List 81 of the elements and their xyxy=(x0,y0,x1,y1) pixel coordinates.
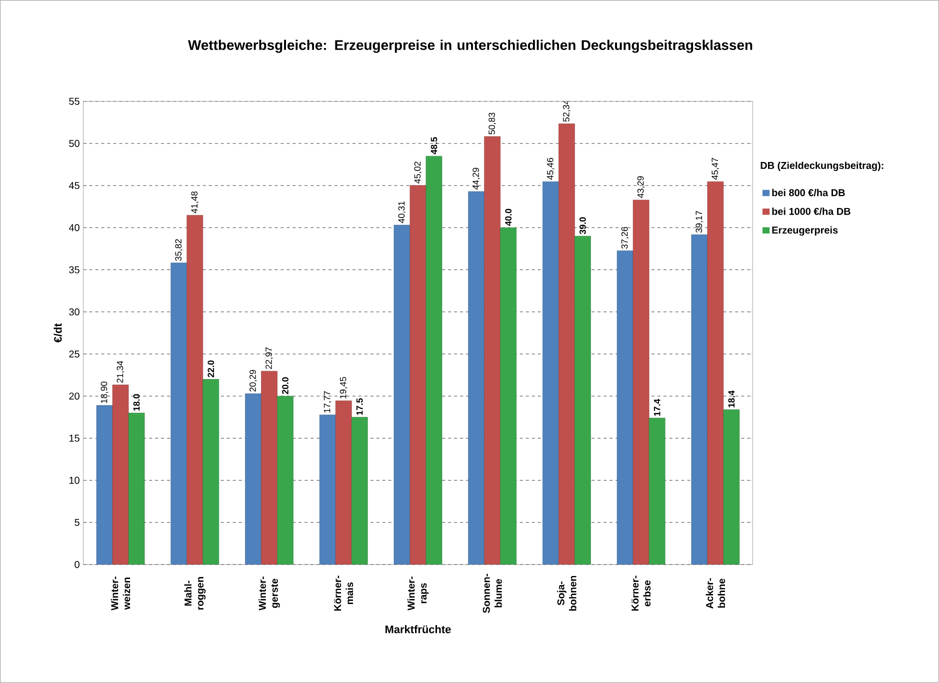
y-tick-label: 5 xyxy=(74,518,80,526)
x-tick-label: Acker- bohne xyxy=(706,578,726,609)
data-label: 18.0 xyxy=(133,394,140,411)
y-tick-label: 55 xyxy=(69,98,80,105)
bar xyxy=(468,191,484,565)
x-tick-label: Mahl- roggen xyxy=(184,577,206,610)
data-label: 35,82 xyxy=(175,239,183,261)
legend-label: Erzeugerpreis xyxy=(772,226,838,236)
legend-title: DB (Zieldeckungsbeitrag): xyxy=(760,162,884,172)
data-label: 48.5 xyxy=(430,137,438,154)
y-tick-label: 35 xyxy=(69,266,80,274)
data-label: 22,97 xyxy=(266,347,273,369)
bar xyxy=(574,236,591,565)
bar xyxy=(426,156,442,565)
y-tick-label: 20 xyxy=(69,392,80,400)
bar xyxy=(484,136,500,565)
data-label: 41,48 xyxy=(191,192,199,214)
y-tick-label: 40 xyxy=(68,224,80,232)
bar xyxy=(335,400,352,565)
bar xyxy=(261,370,278,565)
data-label: 40,31 xyxy=(398,201,406,224)
y-tick-label: 15 xyxy=(69,434,80,442)
bar xyxy=(632,200,650,565)
bar xyxy=(245,394,262,565)
y-axis-title: €/dt xyxy=(54,323,62,343)
bar xyxy=(319,414,336,565)
y-tick-label: 0 xyxy=(74,561,80,568)
legend-label: bei 800 €/ha DB xyxy=(772,188,845,196)
bar xyxy=(277,396,294,565)
data-label: 39.0 xyxy=(580,217,586,234)
data-label: 37,26 xyxy=(621,227,629,249)
legend-label: bei 1000 €/ha DB xyxy=(772,208,850,216)
data-label: 22.0 xyxy=(208,360,214,378)
bar xyxy=(410,185,426,565)
data-label: 39,17 xyxy=(696,211,704,233)
x-tick-label: Winter- raps xyxy=(407,576,429,610)
data-label: 17,77 xyxy=(324,391,332,413)
bar xyxy=(616,250,634,565)
data-label: 45,02 xyxy=(414,162,422,184)
bar xyxy=(128,412,145,565)
x-tick-label: Körner- erbse xyxy=(632,576,651,611)
data-label: 40.0 xyxy=(505,208,512,226)
bar xyxy=(351,417,368,565)
bar xyxy=(691,234,708,565)
bar xyxy=(542,182,559,565)
data-label: 17.4 xyxy=(654,398,660,416)
chart-title: Wettbewerbsgleiche: Erzeugerpreise in unterschiedlichen Deckungsbeitragsklassen xyxy=(188,40,752,53)
bar xyxy=(112,384,129,565)
x-tick-label: Soja- bohnen xyxy=(557,576,576,611)
data-label: 50,83 xyxy=(488,112,496,134)
bar xyxy=(202,379,220,565)
y-tick-label: 25 xyxy=(69,350,80,358)
data-label: 45,46 xyxy=(546,158,554,180)
data-label: 45,47 xyxy=(712,158,720,180)
bar xyxy=(707,182,724,565)
y-tick-label: 50 xyxy=(69,140,80,148)
data-label: 43,29 xyxy=(637,176,645,198)
bar xyxy=(394,224,410,565)
data-label: 20.0 xyxy=(282,377,288,394)
x-tick-label: Winter- weizen xyxy=(110,576,130,610)
bar xyxy=(170,262,188,565)
bar xyxy=(96,405,113,565)
y-tick-label: 45 xyxy=(68,182,80,190)
x-tick-label: Körner- mais xyxy=(334,576,354,611)
bar xyxy=(648,418,666,565)
data-label: 17.5 xyxy=(356,398,363,415)
data-label: 18.4 xyxy=(728,390,735,408)
data-label: 44,29 xyxy=(472,168,480,190)
bar xyxy=(723,409,740,565)
data-label: 21,34 xyxy=(116,360,124,383)
x-tick-label: Winter- gerste xyxy=(258,576,280,610)
y-tick-label: 10 xyxy=(69,476,80,484)
x-tick-label: Sonnen- blume xyxy=(482,574,502,614)
data-label: 18,90 xyxy=(100,382,108,404)
y-tick-label: 30 xyxy=(69,308,80,316)
data-label: 19,45 xyxy=(340,377,348,398)
bar xyxy=(186,215,204,565)
bar xyxy=(558,124,575,565)
bar xyxy=(500,228,517,565)
x-axis-title: Marktfrüchte xyxy=(386,625,451,634)
data-label: 20,29 xyxy=(250,370,257,392)
